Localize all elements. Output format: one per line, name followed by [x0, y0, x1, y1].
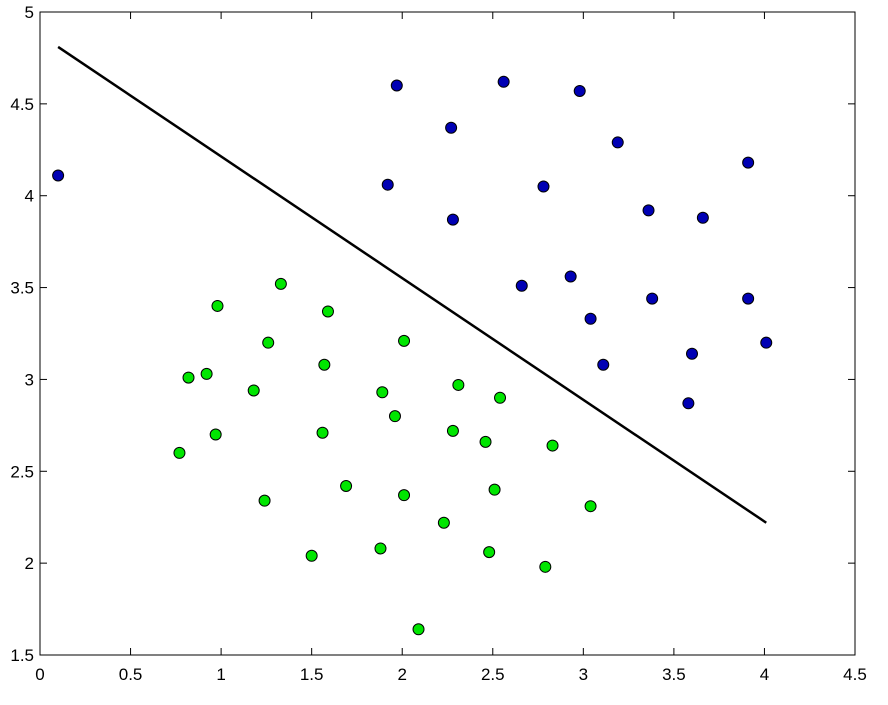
- point: [597, 358, 610, 371]
- point: [321, 305, 334, 318]
- x-tick-label: 3.5: [662, 665, 686, 684]
- x-tick-label: 0: [35, 665, 44, 684]
- point: [573, 84, 586, 97]
- x-tick-label: 4.5: [843, 665, 867, 684]
- point: [497, 75, 510, 88]
- point: [376, 386, 389, 399]
- point: [446, 213, 459, 226]
- point: [200, 367, 213, 380]
- x-tick-label: 3: [579, 665, 588, 684]
- point: [686, 347, 698, 360]
- point: [515, 279, 528, 292]
- x-tick-label: 2: [397, 665, 406, 684]
- point: [584, 312, 597, 325]
- point: [316, 426, 329, 439]
- y-tick-label: 3: [25, 370, 34, 389]
- point: [381, 178, 394, 191]
- point: [642, 204, 655, 217]
- point: [611, 136, 624, 149]
- point: [398, 334, 411, 347]
- point: [412, 623, 425, 636]
- point: [584, 500, 597, 513]
- point: [374, 542, 387, 555]
- x-tick-label: 0.5: [119, 665, 143, 684]
- point: [318, 358, 331, 371]
- point: [446, 424, 459, 437]
- x-tick-label: 1: [216, 665, 225, 684]
- point: [274, 277, 287, 290]
- point: [546, 439, 559, 452]
- y-tick-label: 2.5: [10, 462, 34, 481]
- y-tick-label: 1.5: [10, 646, 34, 665]
- point: [209, 428, 222, 441]
- point: [682, 397, 695, 410]
- point: [564, 270, 577, 283]
- point: [182, 371, 195, 384]
- point: [488, 483, 501, 496]
- point: [398, 489, 411, 502]
- point: [211, 299, 224, 312]
- point: [258, 494, 271, 507]
- boundary-line: [57, 45, 767, 524]
- y-tick-label: 4.5: [10, 95, 34, 114]
- y-tick-label: 3.5: [10, 279, 34, 298]
- point: [696, 211, 709, 224]
- y-tick-label: 5: [25, 3, 34, 22]
- point: [537, 180, 550, 193]
- point: [388, 410, 401, 423]
- point: [390, 79, 403, 92]
- point: [742, 292, 755, 305]
- point: [479, 435, 492, 448]
- point: [539, 560, 552, 573]
- point: [445, 121, 458, 134]
- point: [340, 479, 353, 492]
- y-tick-label: 2: [25, 554, 34, 573]
- x-tick-label: 2.5: [481, 665, 505, 684]
- point: [483, 546, 496, 559]
- point: [262, 336, 275, 349]
- y-tick-label: 4: [25, 187, 34, 206]
- point: [452, 378, 465, 391]
- point: [760, 336, 773, 349]
- x-tick-label: 1.5: [300, 665, 324, 684]
- point: [173, 446, 186, 459]
- point: [742, 156, 755, 169]
- plot-frame: [39, 11, 856, 656]
- point: [494, 391, 507, 404]
- point: [646, 292, 659, 305]
- point: [305, 549, 318, 562]
- point: [52, 169, 65, 182]
- x-tick-label: 4: [760, 665, 769, 684]
- point: [247, 384, 260, 397]
- point: [437, 516, 450, 529]
